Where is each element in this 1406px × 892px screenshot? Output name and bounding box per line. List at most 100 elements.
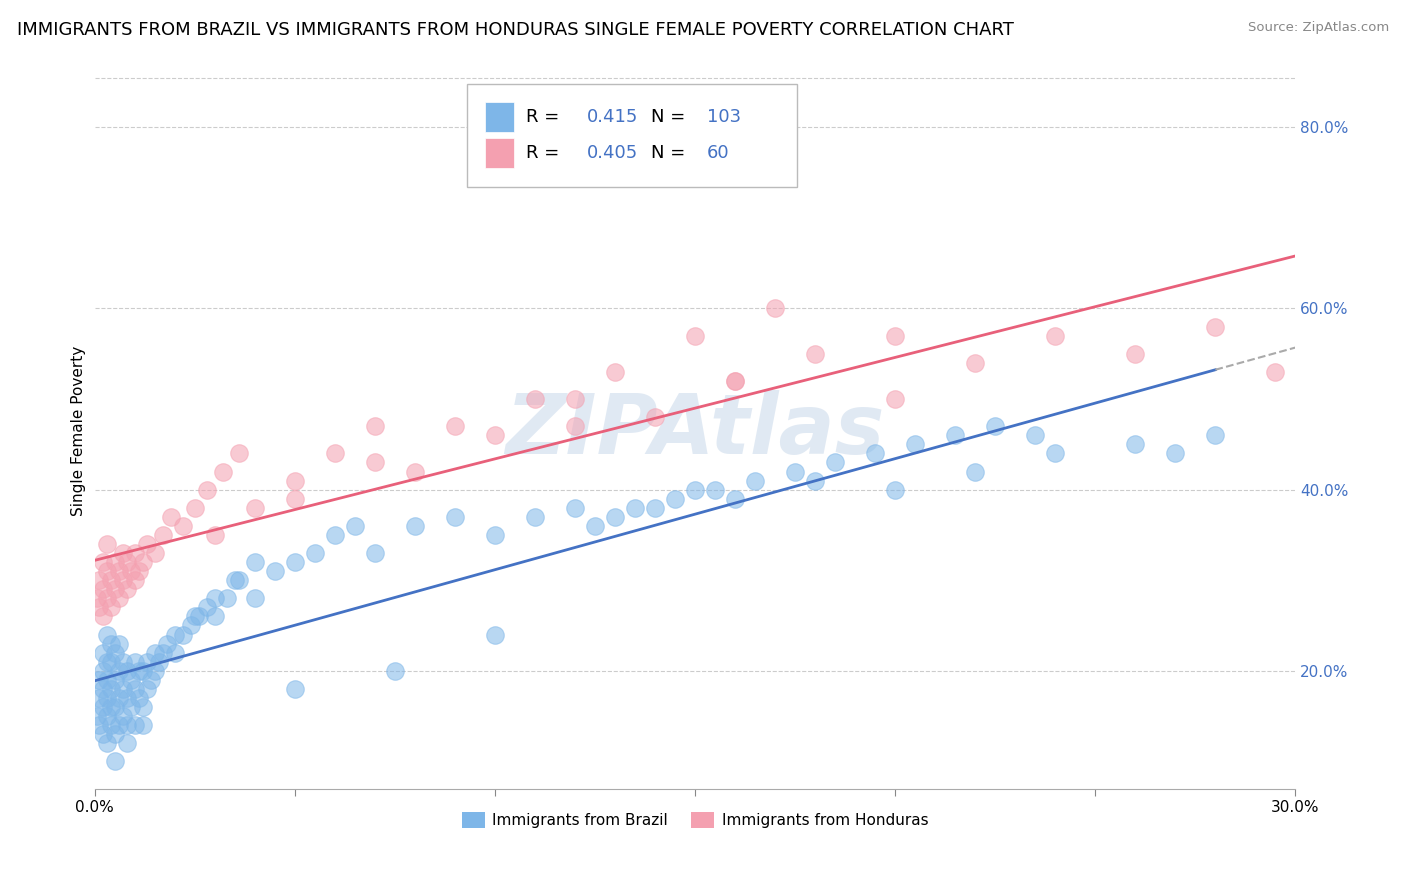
Point <box>115 555 138 569</box>
Point <box>204 609 226 624</box>
Point <box>115 664 138 678</box>
Point <box>96 690 118 705</box>
Point <box>228 446 250 460</box>
Point <box>484 627 506 641</box>
Point <box>91 609 114 624</box>
Point <box>364 455 387 469</box>
Point <box>564 419 586 434</box>
Text: 103: 103 <box>707 108 741 127</box>
Point <box>204 591 226 606</box>
Point <box>96 736 118 750</box>
Point <box>484 428 506 442</box>
Point <box>87 718 110 732</box>
Point <box>284 491 307 506</box>
Point <box>183 609 205 624</box>
Point <box>172 627 194 641</box>
Point <box>96 709 118 723</box>
Text: R =: R = <box>526 145 565 162</box>
Point <box>783 465 806 479</box>
Point <box>128 690 150 705</box>
Point <box>143 646 166 660</box>
Point <box>115 718 138 732</box>
Point <box>1045 328 1067 343</box>
Point <box>215 591 238 606</box>
Point <box>111 681 134 696</box>
Point <box>1123 347 1146 361</box>
Point <box>120 700 142 714</box>
FancyBboxPatch shape <box>467 84 797 187</box>
Point <box>103 555 125 569</box>
Point <box>965 356 987 370</box>
Point <box>86 709 108 723</box>
Point <box>243 591 266 606</box>
Point <box>143 664 166 678</box>
Point <box>96 591 118 606</box>
Point <box>100 718 122 732</box>
Text: 0.415: 0.415 <box>586 108 638 127</box>
Point <box>704 483 727 497</box>
Point <box>224 573 246 587</box>
Point <box>135 537 157 551</box>
Point <box>103 755 125 769</box>
Point <box>603 365 626 379</box>
Point <box>343 519 366 533</box>
Point <box>228 573 250 587</box>
Point <box>120 564 142 578</box>
Point <box>100 637 122 651</box>
Point <box>1024 428 1046 442</box>
Point <box>159 509 181 524</box>
Point <box>152 528 174 542</box>
Point <box>143 546 166 560</box>
Point <box>128 564 150 578</box>
Point <box>87 573 110 587</box>
Point <box>120 673 142 687</box>
Point <box>124 655 146 669</box>
Point <box>111 573 134 587</box>
Text: 60: 60 <box>707 145 730 162</box>
Point <box>884 392 907 406</box>
Point <box>163 646 186 660</box>
Text: Source: ZipAtlas.com: Source: ZipAtlas.com <box>1249 21 1389 34</box>
Point <box>364 546 387 560</box>
Point <box>103 673 125 687</box>
Point <box>943 428 966 442</box>
Point <box>107 718 129 732</box>
Point <box>1164 446 1187 460</box>
Point <box>91 646 114 660</box>
Point <box>284 474 307 488</box>
Point <box>91 727 114 741</box>
Point <box>115 582 138 597</box>
Point <box>91 664 114 678</box>
Point <box>111 546 134 560</box>
Point <box>683 483 706 497</box>
Point <box>443 509 465 524</box>
Point <box>284 681 307 696</box>
Point <box>96 537 118 551</box>
Point <box>131 664 153 678</box>
Text: 0.405: 0.405 <box>586 145 638 162</box>
Point <box>96 564 118 578</box>
Point <box>148 655 170 669</box>
Point <box>243 555 266 569</box>
Point <box>904 437 927 451</box>
Point <box>111 655 134 669</box>
Point <box>211 465 233 479</box>
Point <box>124 573 146 587</box>
Legend: Immigrants from Brazil, Immigrants from Honduras: Immigrants from Brazil, Immigrants from … <box>456 806 935 835</box>
Point <box>124 546 146 560</box>
Point <box>884 328 907 343</box>
Point <box>724 491 747 506</box>
Point <box>156 637 179 651</box>
Point <box>103 727 125 741</box>
Point <box>139 673 162 687</box>
Point <box>384 664 406 678</box>
Point <box>131 718 153 732</box>
Point <box>644 500 666 515</box>
Point <box>1123 437 1146 451</box>
Point <box>100 700 122 714</box>
Point <box>323 446 346 460</box>
Point <box>1045 446 1067 460</box>
Point <box>523 392 546 406</box>
Point <box>91 555 114 569</box>
Point <box>87 690 110 705</box>
